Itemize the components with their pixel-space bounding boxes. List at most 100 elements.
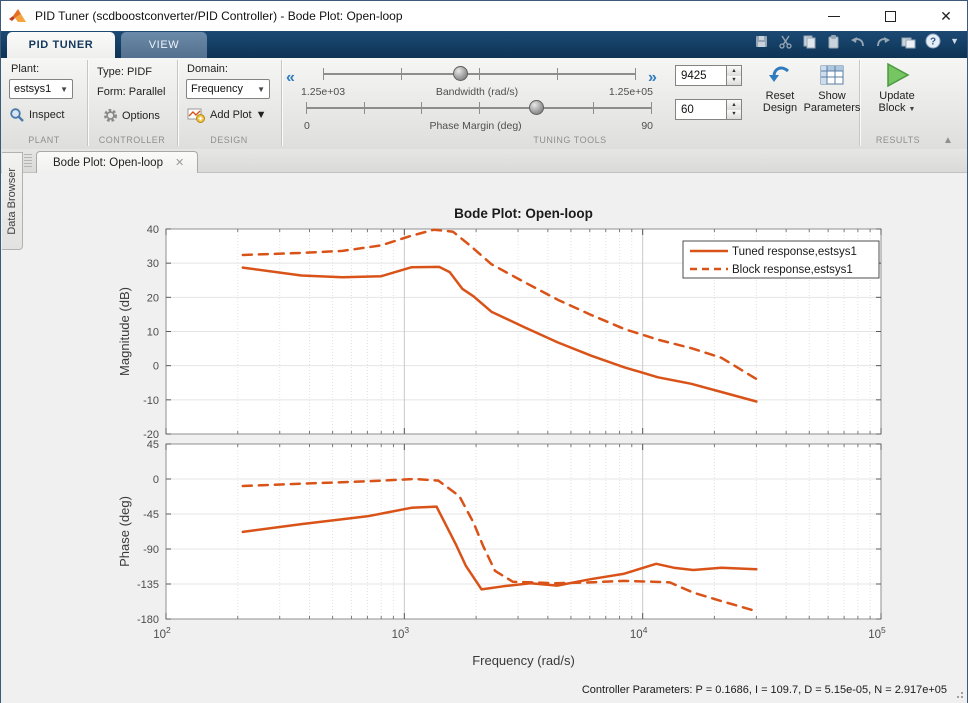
svg-text:Tuned response,estsys1: Tuned response,estsys1 [732, 246, 857, 258]
controller-form-label: Form: Parallel [97, 86, 166, 98]
show-parameters-button[interactable]: Show Parameters [803, 62, 861, 114]
svg-text:Magnitude (dB): Magnitude (dB) [117, 287, 132, 376]
update-block-button[interactable]: Update Block ▼ [867, 62, 927, 114]
svg-text:40: 40 [147, 224, 159, 236]
quick-access-toolbar: ? ▼ [754, 33, 959, 49]
svg-text:103: 103 [392, 625, 410, 641]
svg-text:0: 0 [153, 361, 159, 373]
svg-text:-135: -135 [137, 579, 159, 591]
help-glyph: ? [930, 37, 936, 48]
plant-select[interactable]: estsys1 ▼ [9, 79, 73, 99]
svg-text:Block response,estsys1: Block response,estsys1 [732, 264, 853, 276]
svg-text:-45: -45 [143, 509, 159, 521]
tab-pid-tuner[interactable]: PID TUNER [7, 32, 115, 58]
dropdown-caret-icon[interactable]: ▼ [950, 36, 959, 46]
gear-icon [104, 109, 117, 122]
reset-design-button[interactable]: Reset Design [753, 62, 807, 114]
bandwidth-slider-label: Bandwidth (rad/s) [435, 86, 519, 98]
svg-text:Bode Plot: Open-loop: Bode Plot: Open-loop [454, 206, 593, 221]
inspect-button[interactable]: Inspect [6, 105, 67, 125]
section-label-design: DESIGN [210, 135, 248, 145]
phase-margin-slider[interactable] [306, 98, 652, 118]
close-icon[interactable]: ✕ [940, 8, 952, 24]
phase-max-label: 90 [641, 120, 653, 132]
phase-margin-slider-knob[interactable] [529, 100, 545, 115]
play-icon [887, 62, 910, 88]
document-tab-bode-plot[interactable]: Bode Plot: Open-loop ✕ [36, 151, 198, 173]
chevron-down-icon: ▼ [255, 109, 267, 121]
add-plot-button[interactable]: Add Plot ▼ [184, 105, 269, 125]
cut-icon[interactable] [778, 34, 793, 49]
spinner-up-icon[interactable]: ▲ [727, 66, 741, 76]
phase-margin-spinner[interactable]: 60 ▲ ▼ [675, 99, 742, 120]
svg-text:-90: -90 [143, 544, 159, 556]
figure-area: -20 -10 0 10 20 30 40 Magnitude (dB) Bode Plot: … [25, 173, 967, 677]
svg-text:-180: -180 [137, 614, 159, 626]
chevron-down-icon: ▼ [908, 106, 916, 113]
close-tab-icon[interactable]: ✕ [174, 157, 185, 169]
undo-arrow-icon [769, 66, 789, 82]
slider-decrease-button[interactable]: « [286, 69, 295, 86]
svg-text:10: 10 [147, 327, 159, 339]
drag-handle[interactable] [24, 154, 32, 168]
document-tab-label: Bode Plot: Open-loop [53, 156, 163, 169]
redo-icon[interactable] [875, 34, 891, 49]
paste-icon[interactable] [826, 34, 841, 49]
window-title: PID Tuner (scdboostconverter/PID Control… [35, 9, 403, 23]
spinner-up-icon[interactable]: ▲ [727, 100, 741, 110]
add-plot-icon [187, 108, 205, 123]
copy-icon[interactable] [802, 34, 817, 49]
help-icon[interactable]: ? [925, 33, 941, 49]
bandwidth-spinner-value[interactable]: 9425 [675, 65, 727, 86]
slider-increase-button[interactable]: » [648, 69, 657, 86]
add-plot-label: Add Plot [210, 109, 252, 121]
data-browser-label: Data Browser [6, 167, 18, 235]
title-bar: PID Tuner (scdboostconverter/PID Control… [1, 1, 967, 31]
bandwidth-min-label: 1.25e+03 [301, 86, 346, 98]
spinner-down-icon[interactable]: ▼ [727, 75, 741, 85]
svg-text:30: 30 [147, 258, 159, 270]
svg-text:45: 45 [147, 439, 159, 451]
data-browser-tab[interactable]: Data Browser [2, 152, 23, 250]
inspect-label: Inspect [29, 109, 65, 121]
matlab-logo-icon [9, 9, 26, 22]
section-label-tuning-tools: TUNING TOOLS [533, 135, 607, 145]
chevron-down-icon: ▼ [257, 84, 265, 94]
spinner-down-icon[interactable]: ▼ [727, 109, 741, 119]
phase-slider-label: Phase Margin (deg) [429, 120, 522, 132]
windows-icon[interactable] [900, 34, 916, 49]
plant-label: Plant: [11, 63, 40, 75]
magnifier-icon [10, 108, 24, 122]
options-label: Options [122, 109, 160, 122]
svg-text:102: 102 [153, 625, 171, 641]
save-icon[interactable] [754, 34, 769, 49]
resize-grip[interactable] [956, 691, 964, 699]
toolstrip: Plant: estsys1 ▼ Inspect PLANT Type: PID… [1, 58, 967, 149]
update-block-label-1: Update [879, 90, 915, 102]
bandwidth-slider[interactable] [323, 64, 636, 84]
section-label-results: RESULTS [875, 135, 921, 145]
bandwidth-spinner[interactable]: 9425 ▲ ▼ [675, 65, 742, 86]
collapse-ribbon-icon[interactable]: ▲ [943, 135, 953, 146]
svg-text:Phase (deg): Phase (deg) [117, 496, 132, 567]
svg-text:Frequency (rad/s): Frequency (rad/s) [472, 653, 575, 668]
controller-parameters-text: Controller Parameters: P = 0.1686, I = 1… [581, 684, 947, 696]
status-bar: Controller Parameters: P = 0.1686, I = 1… [1, 677, 967, 703]
maximize-icon[interactable] [879, 5, 901, 27]
bandwidth-slider-knob[interactable] [453, 66, 469, 81]
domain-select[interactable]: Frequency ▼ [186, 79, 270, 99]
phase-min-label: 0 [304, 120, 310, 132]
minimize-icon[interactable] [823, 5, 845, 27]
svg-text:105: 105 [868, 625, 886, 641]
undo-icon[interactable] [850, 34, 866, 49]
options-button[interactable]: Options [100, 106, 163, 125]
tab-view[interactable]: VIEW [121, 32, 207, 58]
reset-design-label-1: Reset [765, 90, 795, 102]
svg-text:0: 0 [153, 474, 159, 486]
update-block-label-2: Block [878, 102, 906, 114]
svg-text:104: 104 [630, 625, 648, 641]
domain-select-value: Frequency [191, 83, 243, 95]
phase-margin-spinner-value[interactable]: 60 [675, 99, 727, 120]
